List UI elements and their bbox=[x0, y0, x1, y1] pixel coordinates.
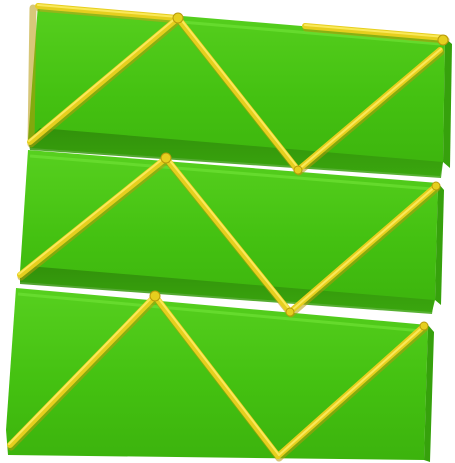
joint-top-right bbox=[437, 34, 449, 46]
strut-1a bbox=[27, 15, 181, 145]
panel-side-right-3 bbox=[424, 325, 434, 462]
panel-side-right-2 bbox=[435, 183, 444, 305]
joint-top-apex bbox=[172, 12, 184, 24]
joint-valley-1 bbox=[293, 165, 303, 175]
panel-side-right bbox=[443, 38, 452, 168]
panel-highlight-2 bbox=[29, 154, 433, 191]
strut-2a bbox=[17, 155, 169, 278]
strut-group bbox=[7, 3, 450, 462]
strut-3a bbox=[7, 293, 158, 448]
joint-right-2 bbox=[431, 181, 441, 191]
panel-highlight-3 bbox=[17, 292, 423, 333]
strut-3b bbox=[152, 293, 281, 459]
ledge-middle bbox=[20, 266, 434, 314]
strut-2b bbox=[163, 155, 293, 315]
joint-valley-2 bbox=[285, 307, 295, 317]
joint-right-3 bbox=[419, 321, 429, 331]
ledge-top bbox=[28, 128, 443, 178]
strut-1b bbox=[175, 15, 301, 173]
joint-mid-apex bbox=[160, 152, 172, 164]
joint-bottom-apex bbox=[149, 290, 161, 302]
